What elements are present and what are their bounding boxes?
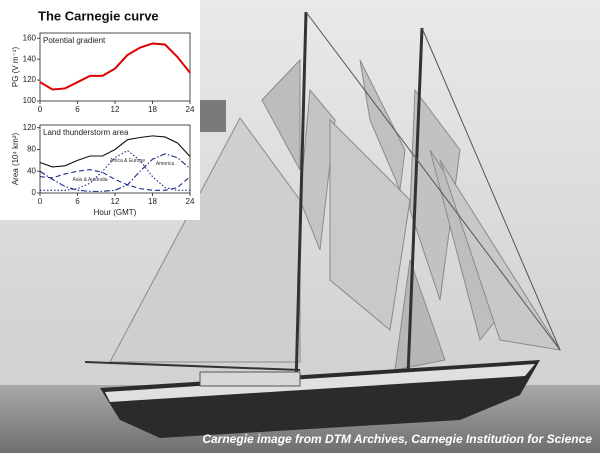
- x-tick-label: 6: [75, 197, 80, 206]
- y-tick-label: 80: [27, 145, 36, 154]
- series-label: America: [156, 161, 175, 167]
- y-axis-title: Area (10⁴ km²): [11, 133, 20, 186]
- y-tick-label: 40: [27, 166, 36, 175]
- series-label: Africa & Europe: [110, 158, 145, 164]
- x-tick-label: 24: [186, 105, 195, 114]
- x-tick-label: 0: [38, 105, 43, 114]
- plot-title: Land thunderstorm area: [43, 128, 129, 137]
- series-line: [39, 42, 191, 91]
- caption: Carnegie image from DTM Archives, Carneg…: [202, 432, 592, 446]
- x-axis-title: Hour (GMT): [94, 208, 137, 217]
- x-tick-label: 24: [186, 197, 195, 206]
- y-tick-label: 100: [23, 96, 37, 105]
- plot-title: Potential gradient: [43, 36, 106, 45]
- series-label: Asia & Australia: [72, 177, 107, 183]
- y-tick-label: 120: [23, 75, 37, 84]
- series-line: [40, 149, 190, 191]
- y-tick-label: 140: [23, 54, 37, 63]
- y-tick-label: 0: [32, 188, 37, 197]
- figure-title: The Carnegie curve: [38, 8, 159, 23]
- x-tick-label: 6: [75, 105, 80, 114]
- x-tick-label: 0: [38, 197, 43, 206]
- series-line: [39, 135, 191, 168]
- y-tick-label: 160: [23, 33, 37, 42]
- series-line: [39, 169, 191, 191]
- y-tick-label: 120: [23, 123, 37, 132]
- x-tick-label: 18: [148, 197, 157, 206]
- x-tick-label: 12: [111, 197, 120, 206]
- x-tick-label: 18: [148, 105, 157, 114]
- series-line: [39, 153, 191, 192]
- y-axis-title: PG (V m⁻¹): [11, 47, 20, 88]
- x-tick-label: 12: [111, 105, 120, 114]
- inset-panel: The Carnegie curve: [0, 0, 200, 220]
